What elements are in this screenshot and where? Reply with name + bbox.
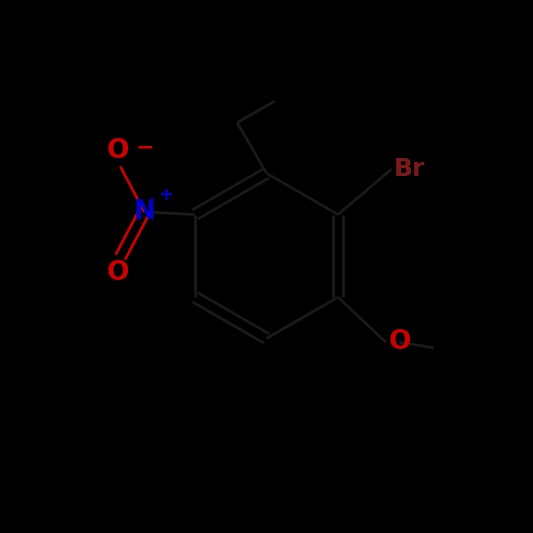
Text: −: − — [135, 137, 154, 157]
Text: +: + — [158, 186, 173, 204]
Text: O: O — [107, 260, 129, 286]
Text: O: O — [389, 329, 411, 356]
Text: N: N — [133, 199, 155, 225]
Text: O: O — [107, 138, 129, 164]
Text: Br: Br — [394, 157, 425, 181]
